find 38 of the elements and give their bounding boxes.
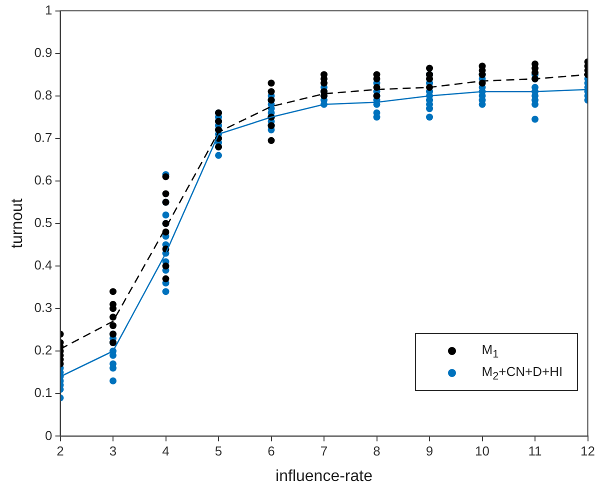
y-tick-label: 0.9 [34, 44, 52, 60]
y-tick-label: 0.7 [34, 130, 52, 145]
y-tick-label: 0.5 [34, 215, 52, 230]
x-tick-label: 10 [475, 444, 490, 459]
y-tick-label: 0.8 [34, 87, 52, 102]
y-tick-label: 0.6 [34, 172, 52, 188]
point [426, 64, 434, 72]
y-axis-title: turnout [9, 198, 26, 248]
point [110, 314, 117, 321]
x-tick-label: 11 [528, 444, 542, 459]
y-tick-label: 0.4 [34, 258, 52, 273]
x-tick-label: 2 [56, 444, 64, 459]
point [162, 262, 170, 270]
point [162, 275, 170, 282]
legend-label: M$_{1}$ [482, 342, 499, 360]
point [110, 305, 117, 312]
y-tick-label: 0.3 [34, 300, 52, 316]
x-tick-label: 8 [373, 444, 380, 459]
x-tick-label: 5 [214, 444, 222, 459]
x-tick-label: 6 [268, 444, 275, 459]
point [268, 88, 275, 96]
y-tick-label: 1 [45, 2, 52, 18]
x-tick-label: 3 [109, 444, 117, 459]
x-axis-title: influence-rate [276, 468, 373, 485]
point [268, 80, 275, 87]
point [110, 322, 117, 330]
legend-label: M$_{2}$+CN+D+HI [482, 364, 563, 382]
point [268, 137, 275, 144]
y-tick-label: 0.2 [34, 342, 52, 358]
y-tick-label: 0 [45, 428, 52, 443]
x-tick-label: 12 [580, 444, 596, 459]
point [110, 288, 117, 296]
x-tick-label: 9 [426, 444, 434, 459]
point [320, 80, 328, 87]
x-tick-label: 4 [162, 444, 170, 459]
y-tick-label: 0.1 [34, 385, 52, 400]
x-tick-label: 7 [320, 444, 328, 459]
point [162, 190, 170, 198]
